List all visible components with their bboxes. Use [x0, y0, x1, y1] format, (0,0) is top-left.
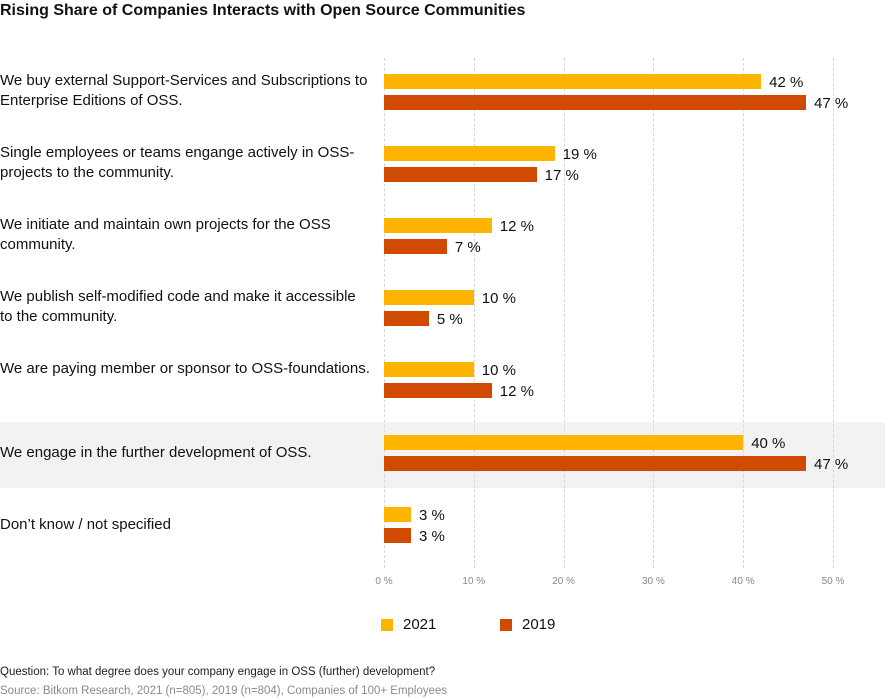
bar-2019 [384, 456, 807, 471]
value-label-2021: 3 % [418, 507, 445, 524]
category-label: We publish self-modified code and make i… [0, 288, 356, 325]
value-label-2021: 19 % [562, 146, 597, 163]
gridline [743, 58, 745, 568]
bar-2021 [384, 290, 474, 305]
value-label-2021: 42 % [769, 74, 804, 91]
x-tick-label: 0 % [375, 576, 393, 587]
legend-label-2021: 2021 [403, 616, 437, 633]
value-label-2019: 12 % [499, 383, 534, 400]
gridline [833, 58, 834, 568]
bar-2021 [384, 507, 411, 522]
chart-title: Rising Share of Companies Interacts with… [0, 2, 526, 19]
bar-2019 [384, 311, 429, 326]
value-label-2021: 40 % [751, 435, 786, 452]
value-label-2019: 5 % [436, 311, 463, 328]
category-label: We initiate and maintain own projects fo… [0, 216, 331, 253]
highlight-band [0, 422, 885, 488]
legend-item-2021: 2021 [381, 616, 436, 633]
bar-2021 [384, 362, 474, 377]
value-label-2019: 47 % [814, 95, 849, 112]
bar-2019 [384, 95, 807, 110]
value-label-2019: 3 % [418, 528, 445, 545]
bar-2019 [384, 239, 447, 254]
x-tick-label: 20 % [552, 576, 575, 587]
gridline [473, 58, 475, 568]
x-tick-label: 40 % [731, 576, 755, 587]
x-tick-label: 50 % [821, 576, 845, 587]
gridline [653, 58, 655, 568]
bar-2021 [384, 146, 555, 161]
value-label-2019: 17 % [544, 167, 579, 184]
x-tick-label: 10 % [462, 576, 486, 587]
bar-2021 [384, 74, 762, 89]
value-label-2021: 10 % [481, 290, 516, 307]
bar-2021 [384, 218, 492, 233]
value-label-2021: 12 % [499, 218, 534, 235]
source-note: Source: Bitkom Research, 2021 (n=805), 2… [0, 685, 448, 697]
value-label-2021: 10 % [481, 362, 516, 379]
category-label: We buy external Support-Services and Sub… [0, 72, 368, 109]
legend-swatch-2021 [381, 618, 393, 631]
category-label: We engage in the further development of … [0, 444, 312, 461]
bar-2021 [384, 435, 744, 450]
category-label: Single employees or teams engange active… [0, 144, 355, 181]
category-label: We are paying member or sponsor to OSS-f… [0, 360, 370, 377]
bar-2019 [384, 167, 537, 182]
value-label-2019: 7 % [454, 239, 481, 256]
question-note: Question: To what degree does your compa… [0, 666, 436, 678]
x-tick-label: 30 % [641, 576, 665, 587]
legend-swatch-2019 [500, 618, 512, 631]
legend-item-2019: 2019 [500, 616, 555, 633]
gridline [563, 58, 565, 568]
category-label: Don’t know / not specified [0, 516, 171, 533]
value-label-2019: 47 % [814, 456, 849, 473]
bar-2019 [384, 383, 492, 398]
bar-2019 [384, 528, 411, 543]
legend-label-2019: 2019 [522, 616, 556, 633]
